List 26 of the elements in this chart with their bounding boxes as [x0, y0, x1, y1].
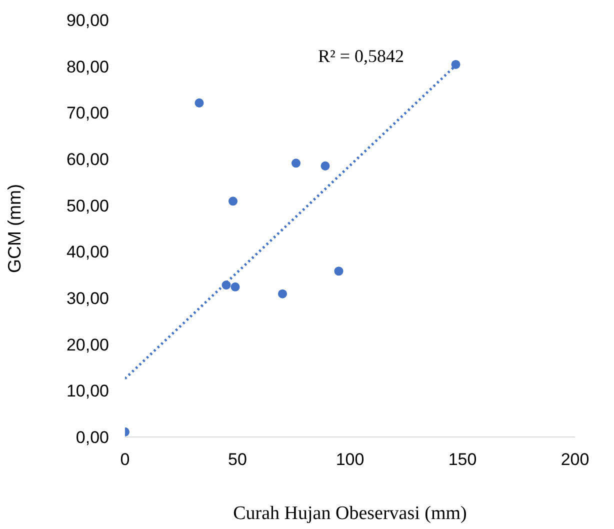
point — [194, 98, 204, 108]
point — [451, 60, 460, 69]
y-tick-label: 60,00 — [66, 150, 109, 170]
x-tick-label: 50 — [228, 450, 247, 470]
y-tick-label: 30,00 — [66, 289, 109, 308]
y-tick-label: 40,00 — [66, 242, 109, 262]
y-tick-label: 0,00 — [76, 428, 109, 448]
y-tick-label: 10,00 — [66, 382, 109, 401]
y-tick-label: 90,00 — [66, 11, 109, 30]
x-tick-label: 200 — [560, 450, 590, 470]
point — [278, 289, 288, 298]
x-axis-title: Curah Hujan Obeservasi (mm) — [233, 503, 467, 524]
point — [291, 158, 301, 168]
y-tick-label: 70,00 — [66, 104, 109, 123]
x-tick-label: 0 — [120, 450, 130, 470]
point — [230, 282, 240, 292]
point — [228, 196, 238, 206]
y-axis-title: GCM (mm) — [4, 184, 24, 273]
y-tick-label: 20,00 — [66, 335, 109, 354]
x-tick-label: 150 — [448, 450, 477, 470]
y-tick-label: 80,00 — [66, 57, 109, 76]
y-tick-label: 50,00 — [66, 196, 109, 216]
annotation: R² = 0,5842 — [318, 46, 404, 67]
point — [320, 161, 330, 170]
point — [334, 266, 344, 276]
x-tick-label: 100 — [336, 450, 364, 470]
